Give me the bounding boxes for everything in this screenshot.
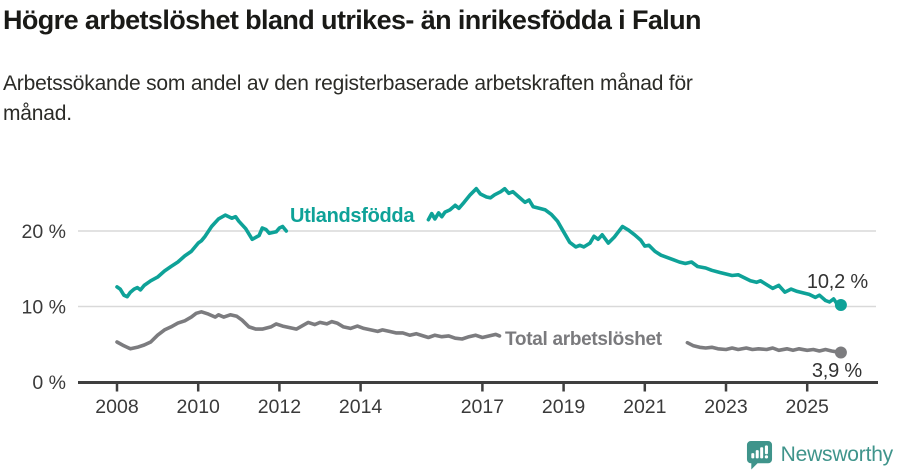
series-line-utlandsfodda-seg2 bbox=[426, 186, 843, 307]
logo-bar-1 bbox=[750, 453, 754, 459]
subtitle-line-2: månad. bbox=[3, 102, 72, 125]
x-tick-label-2014: 2014 bbox=[339, 396, 383, 418]
series-label-utlandsfodda: Utlandsfödda bbox=[288, 205, 417, 228]
x-tick-label-2019: 2019 bbox=[542, 396, 585, 418]
series-line-total-seg1 bbox=[115, 309, 502, 351]
y-tick-label-10: 10 % bbox=[22, 297, 66, 319]
x-tick-label-2021: 2021 bbox=[623, 396, 666, 418]
series-label-total-arbetsloshet: Total arbetslöshet bbox=[503, 329, 664, 351]
logo-bar-2 bbox=[755, 450, 759, 459]
logo-exclamation-dot bbox=[764, 455, 768, 459]
page-title: Högre arbetslöshet bland utrikes- än inr… bbox=[3, 5, 702, 35]
newsworthy-logo-icon bbox=[746, 441, 772, 470]
subtitle-line-1: Arbetssökande som andel av den registerb… bbox=[3, 72, 693, 95]
brand-name: Newsworthy bbox=[780, 443, 894, 466]
end-dot-total bbox=[834, 346, 847, 359]
end-value-total: 3,9 % bbox=[811, 360, 862, 382]
end-dot-utlandsfodda bbox=[834, 298, 847, 311]
logo-bar-3 bbox=[759, 447, 763, 459]
chart-subtitle: Arbetssökande som andel av den registerb… bbox=[3, 69, 863, 129]
x-tick-label-2008: 2008 bbox=[95, 396, 138, 418]
end-value-utlandsfodda: 10,2 % bbox=[806, 271, 868, 293]
x-tick-label-2012: 2012 bbox=[258, 396, 301, 418]
x-tick-label-2017: 2017 bbox=[461, 396, 504, 418]
series-line-utlandsfodda-seg1 bbox=[115, 213, 289, 299]
x-tick-label-2010: 2010 bbox=[177, 396, 221, 418]
newsworthy-brand[interactable]: Newsworthy bbox=[746, 440, 893, 470]
x-tick-label-2023: 2023 bbox=[704, 396, 747, 418]
x-tick-label-2025: 2025 bbox=[786, 396, 830, 418]
logo-bubble bbox=[746, 441, 772, 470]
y-tick-label-0: 0 % bbox=[32, 372, 66, 394]
series-line-total-seg2 bbox=[685, 340, 843, 355]
logo-exclamation-bar bbox=[764, 445, 768, 455]
y-tick-label-20: 20 % bbox=[22, 221, 66, 243]
